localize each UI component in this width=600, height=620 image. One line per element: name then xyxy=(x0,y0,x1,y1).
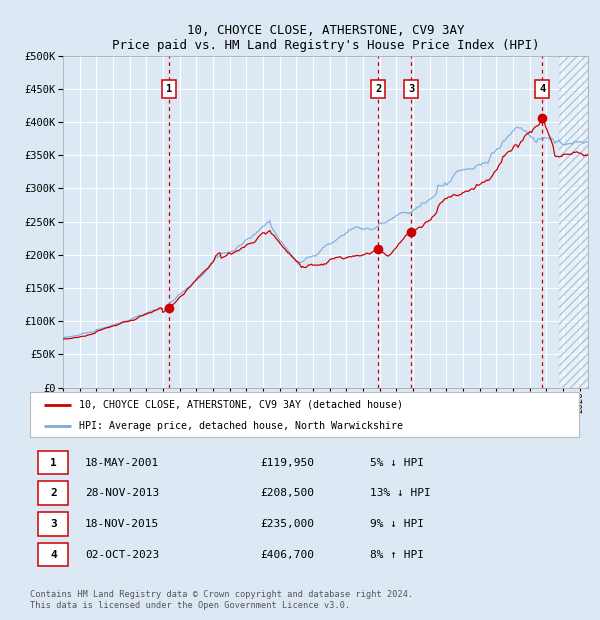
Text: 28-NOV-2013: 28-NOV-2013 xyxy=(85,488,159,498)
Text: £406,700: £406,700 xyxy=(260,549,314,560)
Text: 8% ↑ HPI: 8% ↑ HPI xyxy=(370,549,424,560)
FancyBboxPatch shape xyxy=(371,81,385,97)
Text: £235,000: £235,000 xyxy=(260,519,314,529)
Text: £208,500: £208,500 xyxy=(260,488,314,498)
Text: HPI: Average price, detached house, North Warwickshire: HPI: Average price, detached house, Nort… xyxy=(79,421,403,431)
Text: 4: 4 xyxy=(539,84,545,94)
Text: 18-NOV-2015: 18-NOV-2015 xyxy=(85,519,159,529)
Text: 3: 3 xyxy=(408,84,414,94)
Text: 9% ↓ HPI: 9% ↓ HPI xyxy=(370,519,424,529)
Text: 5% ↓ HPI: 5% ↓ HPI xyxy=(370,458,424,467)
Text: 10, CHOYCE CLOSE, ATHERSTONE, CV9 3AY (detached house): 10, CHOYCE CLOSE, ATHERSTONE, CV9 3AY (d… xyxy=(79,400,403,410)
Text: Contains HM Land Registry data © Crown copyright and database right 2024.
This d: Contains HM Land Registry data © Crown c… xyxy=(30,590,413,609)
Text: 13% ↓ HPI: 13% ↓ HPI xyxy=(370,488,431,498)
FancyBboxPatch shape xyxy=(38,512,68,536)
Text: £119,950: £119,950 xyxy=(260,458,314,467)
FancyBboxPatch shape xyxy=(535,81,549,97)
FancyBboxPatch shape xyxy=(404,81,418,97)
Text: 1: 1 xyxy=(50,458,57,467)
FancyBboxPatch shape xyxy=(162,81,176,97)
Text: 2: 2 xyxy=(375,84,381,94)
FancyBboxPatch shape xyxy=(38,451,68,474)
Text: 1: 1 xyxy=(166,84,172,94)
Title: 10, CHOYCE CLOSE, ATHERSTONE, CV9 3AY
Price paid vs. HM Land Registry's House Pr: 10, CHOYCE CLOSE, ATHERSTONE, CV9 3AY Pr… xyxy=(112,24,539,52)
FancyBboxPatch shape xyxy=(38,542,68,567)
Text: 02-OCT-2023: 02-OCT-2023 xyxy=(85,549,159,560)
Text: 2: 2 xyxy=(50,488,57,498)
Text: 4: 4 xyxy=(50,549,57,560)
Text: 18-MAY-2001: 18-MAY-2001 xyxy=(85,458,159,467)
FancyBboxPatch shape xyxy=(38,481,68,505)
Bar xyxy=(559,56,593,388)
Text: 3: 3 xyxy=(50,519,57,529)
